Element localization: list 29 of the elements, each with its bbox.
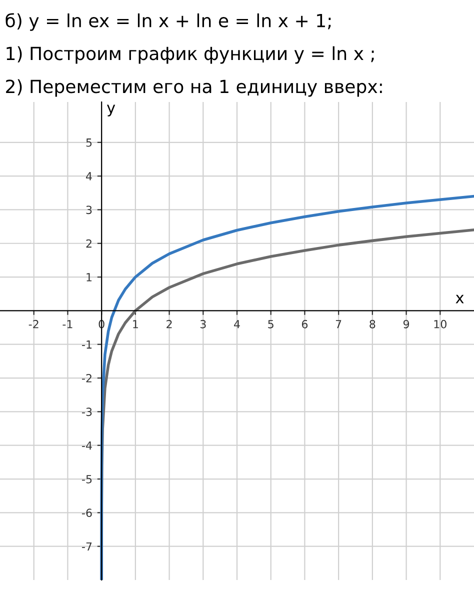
y-tick-label: -3: [82, 408, 92, 416]
y-tick-label: 4: [86, 172, 92, 180]
y-tick-label: -2: [82, 374, 92, 382]
text: 1) Построим график функции y = ln x ;: [6, 46, 374, 64]
y-tick-label: 3: [86, 206, 92, 214]
x-tick-label: -1: [62, 320, 72, 328]
x-axis-title: x: [456, 294, 464, 304]
y-tick-label: 5: [86, 138, 92, 147]
y-tick-label: 1: [86, 273, 92, 282]
y-tick-label: -7: [82, 542, 92, 551]
y-tick-label: -4: [82, 441, 92, 450]
y-tick-label: 2: [86, 239, 92, 248]
x-tick-label: 7: [336, 320, 342, 328]
x-tick-label: 2: [166, 320, 172, 328]
y-axis-title: y: [106, 104, 116, 116]
x-tick-label: 10: [434, 320, 446, 328]
text: 2) Переместим его на 1 единицу вверх:: [6, 79, 382, 97]
y-tick-label: -6: [82, 508, 92, 518]
x-tick-label: 3: [200, 320, 206, 328]
y-tick-label: -1: [82, 340, 92, 349]
x-tick-label: 6: [302, 320, 308, 328]
x-tick-label: 8: [370, 320, 376, 328]
chart-title: б) y = ln ex = ln x + ln e = ln x + 1;: [6, 13, 331, 31]
x-tick-label: 9: [403, 320, 410, 328]
y-tick-label: -5: [82, 475, 92, 484]
x-tick-label: 4: [234, 320, 240, 328]
x-tick-label: 5: [268, 320, 274, 328]
x-tick-label: 1: [133, 320, 138, 328]
x-tick-label: -2: [28, 320, 38, 328]
